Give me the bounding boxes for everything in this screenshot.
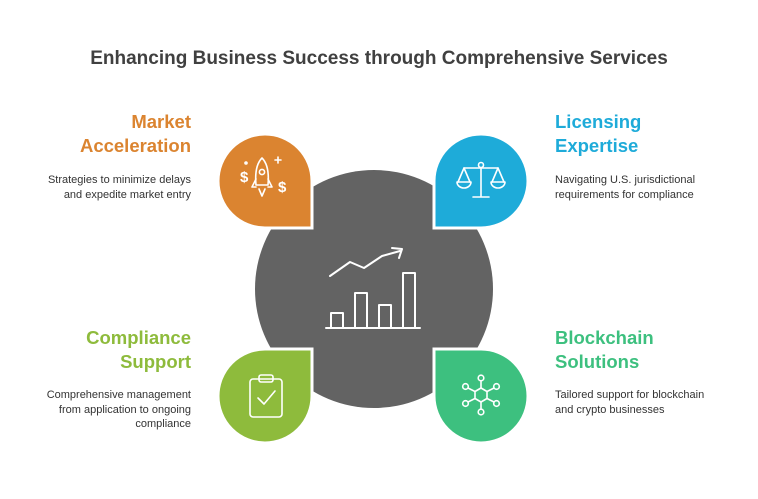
clipboard-check-icon [249, 374, 283, 418]
diagram-title: Enhancing Business Success through Compr… [90, 48, 668, 69]
market-acceleration-shape [216, 132, 314, 230]
svg-text:$: $ [240, 169, 249, 186]
blockchain-solutions-shape [432, 347, 530, 445]
blockchain-solutions-title: Blockchain Solutions [555, 327, 654, 372]
licensing-expertise-description: Navigating U.S. jurisdictional requireme… [555, 174, 696, 201]
market-acceleration-title: Market Acceleration [79, 111, 191, 156]
compliance-support-shape [216, 347, 314, 445]
growth-chart-icon [325, 247, 421, 329]
blockchain-solutions-description: Tailored support for blockchain and cryp… [555, 389, 705, 416]
licensing-expertise-title: Licensing Expertise [555, 111, 642, 156]
rocket-dollar-icon: $ $ [240, 156, 287, 197]
svg-text:$: $ [278, 179, 287, 196]
compliance-support-title: Compliance Support [86, 327, 191, 372]
network-nodes-icon [461, 374, 501, 416]
market-acceleration-description: Strategies to minimize delays and expedi… [47, 174, 191, 201]
compliance-support-description: Comprehensive management from applicatio… [46, 389, 191, 430]
scales-icon [456, 161, 506, 198]
